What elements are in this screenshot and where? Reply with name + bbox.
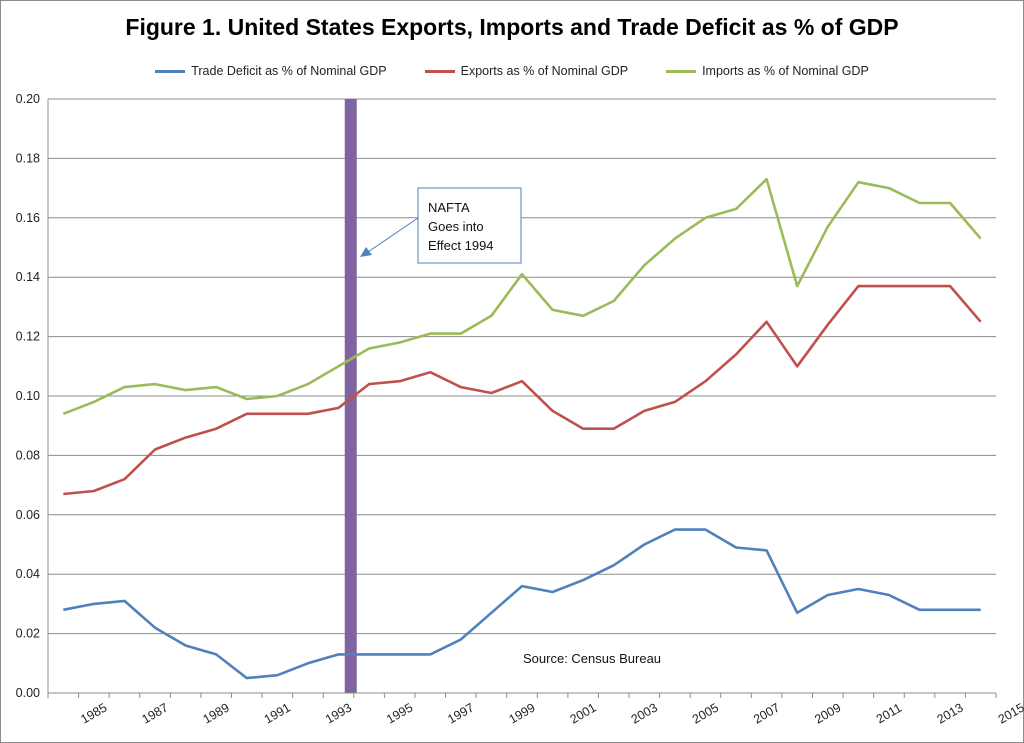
annotation-text: NAFTA (428, 200, 470, 215)
x-tick-label: 1997 (445, 700, 476, 726)
x-tick-label: 1993 (323, 700, 354, 726)
nafta-marker-bar (344, 99, 357, 693)
y-tick-label: 0.04 (16, 567, 40, 581)
y-tick-labels: 0.00 0.02 0.04 0.06 0.08 0.10 0.12 0.14 0.16 0.18… (16, 92, 40, 700)
legend-item: Trade Deficit as % of Nominal GDP (155, 62, 387, 80)
x-tick-label: 2015 (996, 700, 1024, 726)
x-tick-label: 1987 (139, 700, 170, 726)
legend-item: Imports as % of Nominal GDP (666, 62, 869, 80)
legend-label: Trade Deficit as % of Nominal GDP (191, 64, 387, 78)
annotation-arrow (361, 217, 419, 257)
x-tick-label: 2011 (874, 701, 904, 727)
series-line (62, 177, 982, 416)
y-tick-label: 0.18 (16, 151, 40, 165)
annotation-layer: NAFTA Goes into Effect 1994 Source: Census … (360, 187, 661, 666)
y-tick-label: 0.08 (16, 448, 40, 462)
y-tick-label: 0.12 (16, 330, 40, 344)
annotation-arrowhead (360, 247, 372, 257)
annotation-text: Goes into (428, 219, 484, 234)
x-tick-label: 1985 (78, 700, 109, 726)
legend-label: Exports as % of Nominal GDP (460, 64, 629, 78)
y-tick-label: 0.02 (16, 627, 40, 641)
x-tick-label: 2001 (568, 700, 599, 726)
y-tick-label: 0.00 (16, 686, 40, 700)
x-tick-label: 1995 (384, 700, 415, 726)
series-line (63, 284, 982, 496)
legend-label: Imports as % of Nominal GDP (702, 64, 869, 78)
legend-swatch (666, 69, 697, 73)
marker-bar-layer (344, 99, 357, 693)
annotation-text: Effect 1994 (428, 238, 494, 253)
gridlines (48, 98, 996, 635)
source-note: Source: Census Bureau (523, 651, 661, 666)
legend-swatch (155, 69, 186, 73)
chart-title: Figure 1. United States Exports, Imports… (125, 14, 899, 40)
x-tick-labels: 1985 1987 1989 1991 1993 1995 1997 1999 2001 2003… (78, 700, 1024, 726)
x-tick-label: 2013 (935, 700, 966, 726)
series-lines (62, 177, 982, 680)
y-tick-label: 0.10 (16, 389, 40, 403)
y-tick-label: 0.06 (16, 508, 40, 522)
y-tick-label: 0.14 (16, 270, 40, 284)
x-tick-label: 1999 (506, 700, 537, 726)
x-tick-label: 2003 (629, 700, 660, 726)
y-tick-label: 0.16 (16, 211, 40, 225)
x-tick-label: 2005 (690, 700, 721, 726)
x-tick-label: 2009 (812, 700, 843, 726)
series-line (63, 528, 981, 680)
x-tick-label: 2007 (751, 700, 782, 726)
chart-legend: Trade Deficit as % of Nominal GDP Exports… (0, 62, 1024, 80)
axes (47, 99, 997, 698)
legend-swatch (424, 69, 455, 73)
x-tick-label: 1989 (201, 700, 232, 726)
x-tick-label: 1991 (262, 700, 293, 726)
y-tick-label: 0.20 (16, 92, 40, 106)
annotation-box (417, 187, 522, 264)
legend-item: Exports as % of Nominal GDP (424, 62, 629, 80)
